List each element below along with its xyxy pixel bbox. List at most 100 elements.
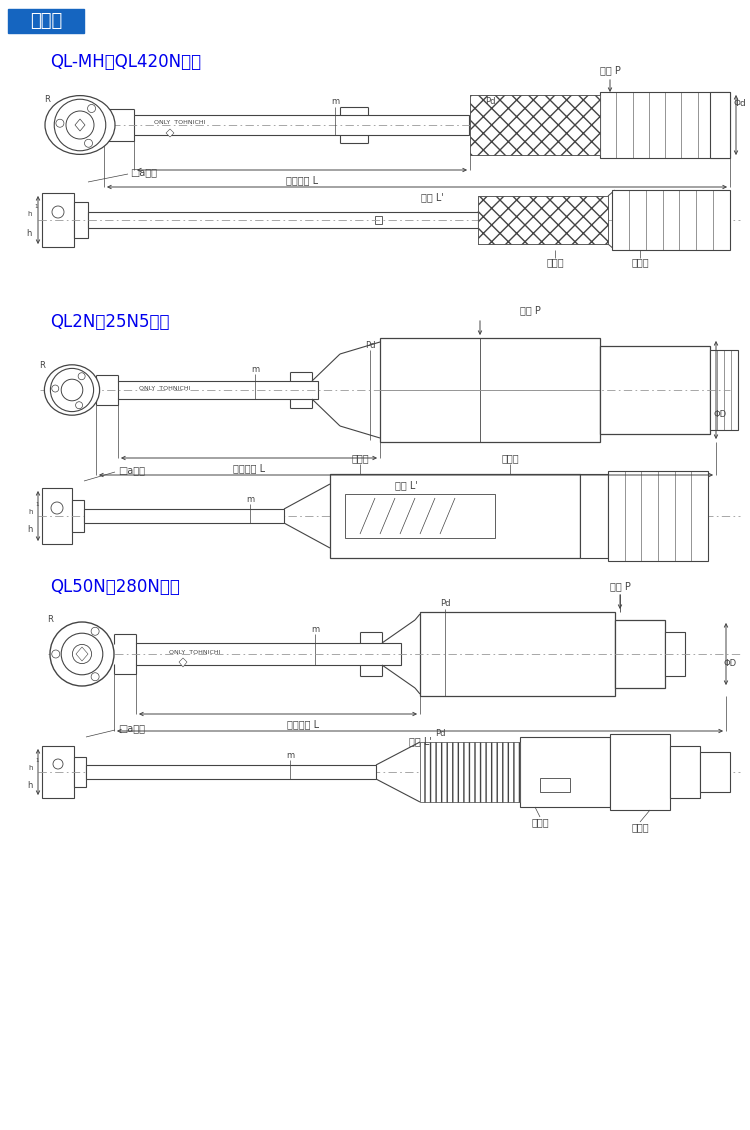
Text: 主刻度: 主刻度	[546, 257, 564, 267]
Text: 主刻度: 主刻度	[351, 453, 369, 463]
Text: h: h	[28, 211, 32, 217]
Bar	[600, 92, 730, 158]
Bar	[74, 202, 88, 238]
Bar	[42, 488, 72, 544]
Text: h: h	[28, 508, 33, 515]
Bar	[88, 212, 478, 228]
Circle shape	[85, 139, 92, 147]
Text: 尺寸图: 尺寸图	[30, 12, 62, 31]
Circle shape	[54, 99, 106, 150]
Text: □a方头: □a方头	[130, 167, 157, 177]
Text: Φd: Φd	[734, 98, 746, 107]
Bar	[118, 381, 318, 399]
Text: 有效长度 L: 有效长度 L	[287, 719, 319, 729]
Ellipse shape	[45, 96, 115, 155]
Bar	[136, 643, 401, 664]
Bar	[72, 499, 84, 532]
Bar	[420, 612, 615, 696]
Bar	[610, 734, 670, 810]
Bar	[380, 338, 600, 442]
Text: ONLY  TOHNICHI: ONLY TOHNICHI	[170, 650, 220, 654]
Bar	[670, 746, 700, 798]
Text: h: h	[28, 525, 33, 534]
Bar	[84, 508, 284, 523]
Text: 1: 1	[34, 205, 38, 209]
Bar	[134, 115, 469, 134]
Circle shape	[91, 672, 99, 680]
Polygon shape	[75, 119, 85, 131]
Text: □a方头: □a方头	[118, 723, 145, 733]
Bar	[710, 350, 738, 431]
Ellipse shape	[44, 365, 100, 415]
Bar	[608, 471, 708, 560]
Bar	[665, 632, 685, 676]
Bar	[470, 95, 600, 155]
Text: 手力 P: 手力 P	[610, 581, 631, 591]
Text: R: R	[44, 95, 50, 104]
Bar	[8, 9, 84, 33]
Bar	[345, 494, 495, 538]
Text: 手力 P: 手力 P	[520, 305, 541, 315]
Circle shape	[56, 120, 64, 128]
Circle shape	[62, 633, 103, 675]
Bar	[42, 193, 74, 247]
Circle shape	[50, 622, 114, 686]
Text: m: m	[311, 626, 319, 635]
Circle shape	[73, 644, 92, 663]
Bar	[580, 473, 608, 558]
Bar	[420, 742, 520, 802]
Bar	[710, 92, 730, 158]
Text: ONLY  TOHNICHI: ONLY TOHNICHI	[154, 121, 206, 125]
Text: 副刻度: 副刻度	[632, 257, 649, 267]
Circle shape	[52, 650, 60, 658]
Text: Pd: Pd	[484, 96, 495, 105]
Text: h: h	[28, 765, 33, 771]
Text: ΦD: ΦD	[713, 410, 727, 419]
Circle shape	[53, 759, 63, 770]
Text: 1: 1	[35, 758, 38, 764]
Text: ONLY  TOHNICHI: ONLY TOHNICHI	[140, 385, 190, 391]
Text: 全长 L': 全长 L'	[394, 480, 418, 490]
Text: 副刻度: 副刻度	[632, 822, 649, 832]
Text: R: R	[39, 362, 45, 371]
Circle shape	[66, 111, 94, 139]
Polygon shape	[179, 658, 187, 667]
Circle shape	[91, 627, 99, 635]
Text: m: m	[246, 495, 254, 504]
Bar	[74, 757, 86, 786]
Text: m: m	[286, 751, 294, 760]
Bar	[520, 737, 610, 807]
Circle shape	[88, 104, 95, 113]
Bar	[600, 346, 710, 434]
Text: 手力 P: 手力 P	[599, 66, 620, 75]
Text: 1: 1	[35, 503, 38, 507]
Circle shape	[76, 402, 82, 409]
Text: m: m	[331, 97, 339, 106]
Bar	[86, 765, 376, 779]
Circle shape	[50, 368, 94, 411]
Text: 主刻度: 主刻度	[531, 817, 549, 827]
Text: ΦD: ΦD	[724, 659, 736, 668]
Text: h: h	[27, 229, 32, 238]
Circle shape	[52, 385, 58, 392]
Text: 全长 L': 全长 L'	[409, 736, 431, 746]
Text: h: h	[28, 782, 33, 791]
Text: Pd: Pd	[435, 730, 445, 739]
Text: m: m	[251, 365, 259, 374]
Text: R: R	[47, 615, 53, 624]
Bar	[540, 777, 570, 792]
Text: QL2N～25N5型：: QL2N～25N5型：	[50, 313, 170, 331]
Circle shape	[51, 502, 63, 514]
Circle shape	[52, 206, 64, 218]
Text: 副刻度: 副刻度	[501, 453, 519, 463]
Text: □a方头: □a方头	[118, 466, 145, 475]
Text: QL50N～280N型：: QL50N～280N型：	[50, 579, 180, 596]
Bar	[42, 746, 74, 798]
Bar	[700, 751, 730, 792]
Text: Pd: Pd	[440, 600, 450, 608]
Circle shape	[78, 373, 86, 380]
Bar	[375, 216, 382, 224]
Polygon shape	[76, 647, 88, 661]
Text: 有效长度 L: 有效长度 L	[286, 175, 318, 185]
Text: Pd: Pd	[364, 340, 375, 349]
